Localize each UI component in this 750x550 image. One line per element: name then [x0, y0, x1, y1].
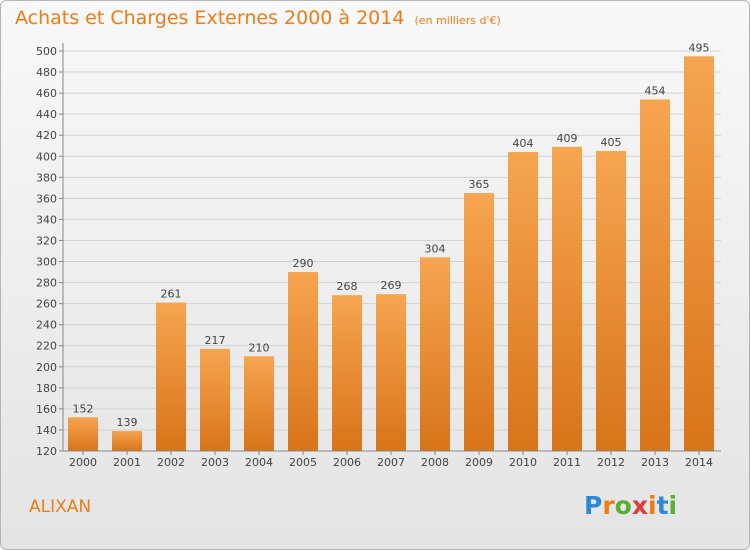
y-tick-label: 200	[36, 361, 57, 374]
x-tick-label: 2012	[597, 456, 625, 469]
y-tick-label: 400	[36, 150, 57, 163]
bar-value-label: 304	[425, 242, 446, 255]
x-tick-label: 2005	[289, 456, 317, 469]
y-tick-label: 280	[36, 277, 57, 290]
bar	[200, 348, 230, 451]
bar-value-label: 405	[601, 136, 622, 149]
y-tick-label: 180	[36, 382, 57, 395]
y-tick-label: 220	[36, 340, 57, 353]
y-tick-label: 380	[36, 171, 57, 184]
y-tick-label: 440	[36, 108, 57, 121]
bar	[288, 272, 318, 451]
bar-value-label: 365	[469, 178, 490, 191]
x-tick-label: 2002	[157, 456, 185, 469]
y-tick-label: 260	[36, 298, 57, 311]
y-tick-label: 240	[36, 319, 57, 332]
x-tick-label: 2003	[201, 456, 229, 469]
bar-value-label: 152	[73, 402, 94, 415]
unit-label: (en milliers d'€)	[414, 14, 501, 27]
bar	[552, 146, 582, 451]
y-tick-label: 140	[36, 424, 57, 437]
x-tick-label: 2004	[245, 456, 273, 469]
logo-letter: x	[631, 491, 648, 520]
y-tick-label: 480	[36, 66, 57, 79]
bar	[640, 99, 670, 451]
y-tick-label: 460	[36, 87, 57, 100]
bars	[68, 56, 714, 452]
y-tick-label: 420	[36, 129, 57, 142]
x-tick-label: 2001	[113, 456, 141, 469]
bar-value-label: 454	[645, 84, 666, 97]
bar	[376, 294, 406, 451]
axes: 120 140 160 180 200 220 240 260 280 300 320 340 360 3…	[36, 43, 721, 458]
x-tick-label: 2008	[421, 456, 449, 469]
y-tick-label: 160	[36, 403, 57, 416]
bar-value-label: 290	[293, 257, 314, 270]
y-tick-label: 120	[36, 445, 57, 458]
logo-letter: t	[656, 491, 669, 520]
bar-value-label: 217	[205, 334, 226, 347]
x-tick-label: 2000	[69, 456, 97, 469]
bar-value-label: 495	[689, 41, 710, 54]
bar	[596, 151, 626, 451]
bar-value-label: 409	[557, 132, 578, 145]
bar-value-label: 269	[381, 279, 402, 292]
bar	[420, 257, 450, 451]
x-tick-label: 2006	[333, 456, 361, 469]
logo-letter: o	[614, 491, 632, 520]
x-tick-label: 2007	[377, 456, 405, 469]
logo-letter: P	[584, 491, 603, 520]
y-tick-label: 360	[36, 192, 57, 205]
logo-letter: i	[648, 491, 657, 520]
title-text: Achats et Charges Externes 2000 à 2014	[15, 7, 405, 29]
x-tick-label: 2014	[685, 456, 713, 469]
bar	[244, 356, 274, 451]
x-tick-label: 2013	[641, 456, 669, 469]
logo-letter: i	[668, 491, 678, 520]
y-tick-label: 320	[36, 234, 57, 247]
bar	[508, 152, 538, 452]
x-tick-label: 2011	[553, 456, 581, 469]
bar-value-label: 268	[337, 280, 358, 293]
bar-value-label: 261	[161, 288, 182, 301]
proxiti-logo: Proxiti	[584, 491, 677, 520]
bar	[684, 56, 714, 452]
bar	[68, 417, 98, 451]
x-tick-label: 2009	[465, 456, 493, 469]
bar-value-label: 404	[513, 137, 534, 150]
commune-name: ALIXAN	[29, 497, 92, 517]
bar	[464, 193, 494, 451]
logo-letter: r	[602, 491, 615, 520]
bar-value-label: 139	[117, 416, 138, 429]
y-tick-label: 340	[36, 213, 57, 226]
bar	[112, 431, 142, 451]
y-tick-label: 500	[36, 45, 57, 58]
chart-title: Achats et Charges Externes 2000 à 2014 (e…	[15, 7, 501, 29]
bar	[156, 302, 186, 451]
bar-value-label: 210	[249, 341, 270, 354]
y-tick-label: 300	[36, 256, 57, 269]
x-tick-label: 2010	[509, 456, 537, 469]
bar	[332, 295, 362, 451]
data-labels: 152 2000 139 2001 261 2002 217 2003 210 2004 290 20…	[69, 41, 713, 469]
